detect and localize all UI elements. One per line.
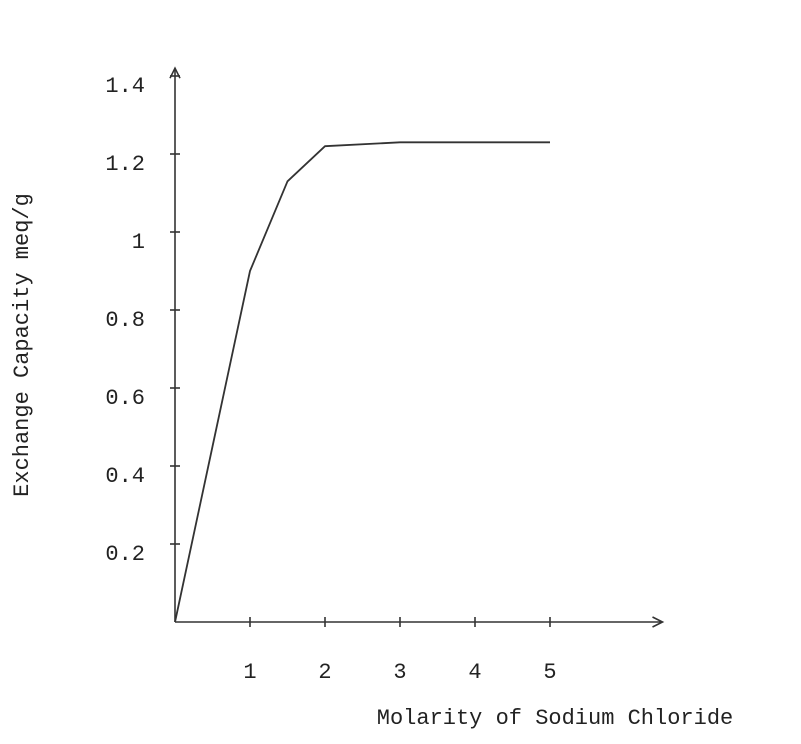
- y-tick-label: 0.4: [105, 464, 145, 489]
- y-tick-label: 0.8: [105, 308, 145, 333]
- x-tick-label: 3: [393, 660, 406, 685]
- x-tick-label: 5: [543, 660, 556, 685]
- y-tick-label: 0.2: [105, 542, 145, 567]
- x-tick-label: 2: [318, 660, 331, 685]
- y-tick-label: 1.2: [105, 152, 145, 177]
- x-axis-label: Molarity of Sodium Chloride: [377, 706, 733, 731]
- x-tick-label: 4: [468, 660, 481, 685]
- y-tick-label: 0.6: [105, 386, 145, 411]
- y-tick-label: 1: [132, 230, 145, 255]
- y-axis-label: Exchange Capacity meq/g: [10, 193, 35, 497]
- y-tick-label: 1.4: [105, 74, 145, 99]
- line: [174, 141, 550, 623]
- x-axis-arrow: [652, 616, 665, 628]
- y-axis-arrow: [169, 66, 181, 79]
- x-tick-label: 1: [243, 660, 256, 685]
